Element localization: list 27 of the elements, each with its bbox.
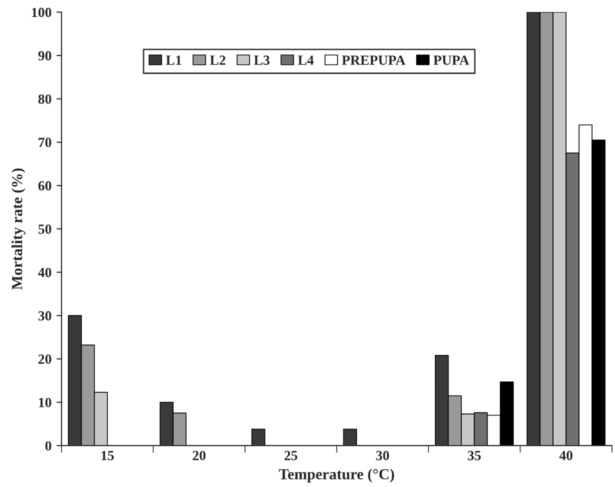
y-tick-label: 10 — [39, 398, 52, 408]
y-tick-label: 100 — [32, 8, 52, 18]
legend-label: PREPUPA — [342, 56, 406, 65]
y-tick-label: 0 — [45, 441, 52, 451]
y-tick-label: 70 — [38, 138, 52, 148]
y-tick-label: 60 — [38, 181, 52, 191]
legend-label: L2 — [210, 56, 226, 65]
y-axis-title: Mortality rate (%) — [11, 168, 26, 290]
legend-label: L4 — [298, 56, 314, 65]
bar — [343, 428, 358, 446]
x-tick-label: 25 — [284, 450, 298, 460]
x-tick-label: 30 — [376, 450, 389, 460]
y-tick-label: 50 — [38, 224, 52, 234]
x-tick-label: 15 — [102, 450, 114, 460]
y-tick-label: 20 — [38, 354, 52, 364]
y-tick-label: 90 — [38, 51, 52, 60]
legend-label: PUPA — [434, 56, 470, 65]
x-tick-label: 35 — [468, 450, 481, 460]
legend-label: L3 — [254, 56, 270, 65]
y-tick-label: 30 — [38, 311, 52, 321]
legend-label: L1 — [166, 56, 182, 65]
x-axis-title: Temperature (°C) — [278, 468, 394, 482]
bar — [251, 428, 266, 446]
y-tick-label: 40 — [38, 268, 52, 278]
x-tick-label: 40 — [559, 450, 572, 460]
x-tick-label: 20 — [192, 450, 206, 460]
y-tick-label: 80 — [38, 94, 52, 104]
